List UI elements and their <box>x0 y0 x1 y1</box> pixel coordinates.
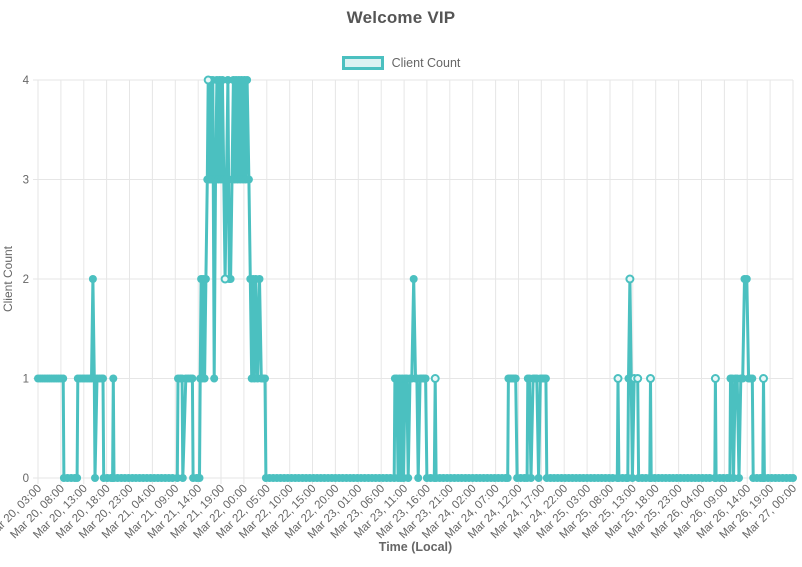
data-point <box>409 275 418 283</box>
legend-swatch-icon <box>341 56 384 70</box>
data-point <box>738 374 747 383</box>
y-tick-label: 4 <box>23 75 30 87</box>
data-point-open <box>633 374 643 383</box>
data-point <box>527 474 535 482</box>
data-point <box>195 474 204 482</box>
data-point-open <box>710 374 720 383</box>
data-point <box>511 374 520 383</box>
data-point <box>261 374 269 383</box>
data-point <box>201 275 210 283</box>
data-point <box>534 474 543 482</box>
legend-item-client-count[interactable]: Client Count <box>341 56 461 70</box>
chart-title: Welcome VIP <box>346 8 456 27</box>
data-point-open <box>759 374 768 383</box>
data-point <box>99 374 107 383</box>
data-point <box>748 374 757 383</box>
data-point <box>503 474 512 482</box>
data-point <box>173 474 182 482</box>
data-point <box>421 374 430 383</box>
data-point <box>178 474 187 482</box>
data-point <box>200 374 209 383</box>
data-point <box>742 275 751 283</box>
data-point-open <box>203 75 213 85</box>
data-point-open <box>646 374 655 383</box>
data-point <box>729 474 738 482</box>
y-tick-label: 0 <box>23 473 29 485</box>
legend: Client Count <box>0 56 802 70</box>
y-tick-label: 2 <box>23 274 29 286</box>
data-point <box>255 275 264 283</box>
data-point <box>222 175 231 184</box>
data-point <box>244 175 253 184</box>
data-point <box>789 474 797 482</box>
data-point <box>243 76 252 84</box>
data-point <box>109 374 118 383</box>
y-tick-label: 1 <box>23 374 29 386</box>
legend-label: Client Count <box>391 56 461 70</box>
data-point-open <box>613 374 623 383</box>
data-point-open <box>220 274 230 284</box>
data-point <box>210 374 219 383</box>
data-point-open <box>625 274 635 284</box>
data-point-open <box>430 374 440 383</box>
data-point <box>91 474 99 482</box>
data-point <box>628 474 637 482</box>
data-point <box>88 275 97 283</box>
data-point <box>404 474 413 482</box>
data-point <box>59 374 68 383</box>
y-tick-label: 3 <box>23 175 29 187</box>
x-axis-title: Time (Local) <box>378 540 453 554</box>
data-point <box>223 76 232 84</box>
data-point <box>735 474 743 482</box>
data-point <box>414 474 423 482</box>
data-point <box>73 474 82 482</box>
data-point <box>218 76 227 84</box>
data-point <box>188 374 197 383</box>
data-point <box>541 374 550 383</box>
